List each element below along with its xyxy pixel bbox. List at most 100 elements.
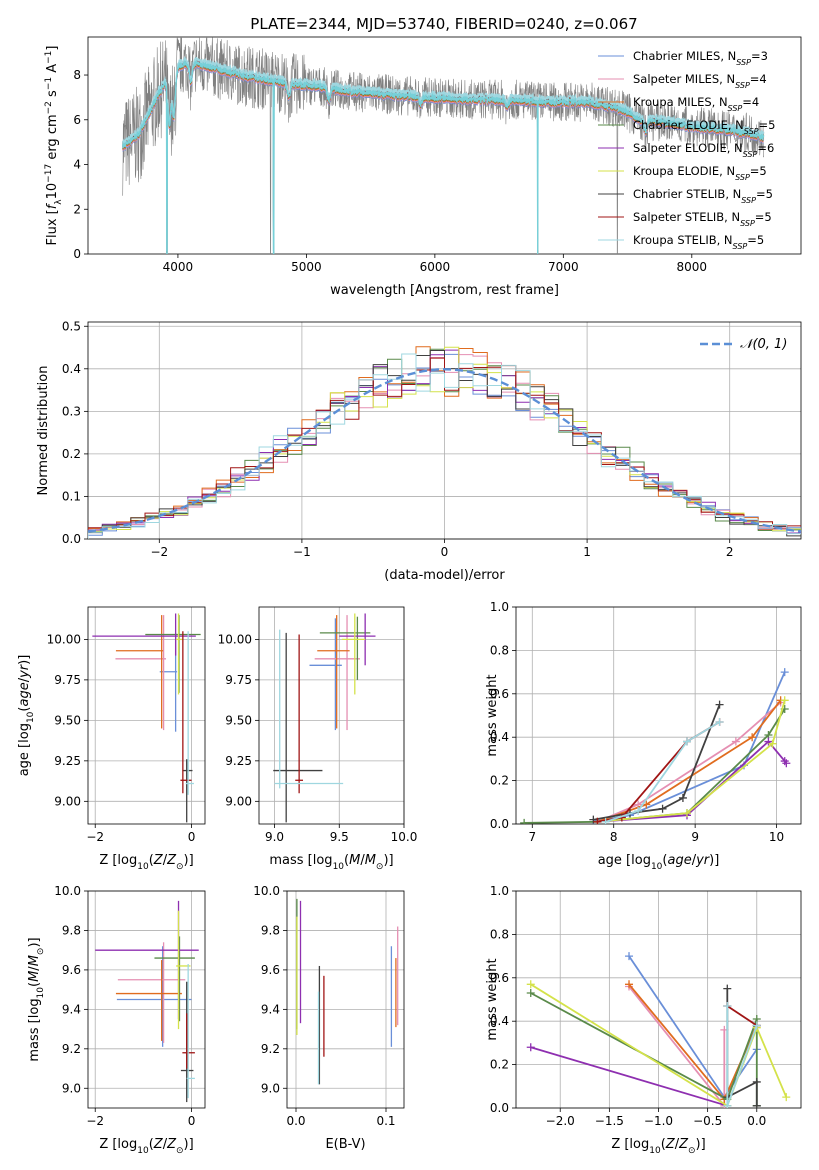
y-tick-label: 0.2 bbox=[62, 447, 81, 461]
y-tick-label: 10.00 bbox=[47, 632, 81, 646]
mass-vs-EBV-axes: 0.0 0.1 9.0 9.2 9.4 9.6 9.8 10.0 bbox=[253, 884, 405, 1128]
y-tick-label: 0.5 bbox=[62, 319, 81, 333]
x-axis-label: Z [log10(Z/Z⊙)] bbox=[99, 853, 193, 872]
x-tick-label: −1 bbox=[293, 545, 311, 559]
y-tick-label: 4 bbox=[73, 158, 81, 172]
mass-weight-marker bbox=[752, 1101, 761, 1108]
y-tick-label: 9.0 bbox=[261, 1081, 280, 1095]
y-tick-label: 9.25 bbox=[54, 754, 81, 768]
mass-weight-marker bbox=[625, 952, 634, 961]
errorbar-point bbox=[186, 963, 195, 1099]
spectrum-axes: 4000 5000 6000 7000 8000 0 2 4 6 8 bbox=[73, 36, 802, 274]
y-tick-label: 0.2 bbox=[490, 1058, 509, 1072]
mass-weight-line bbox=[597, 701, 782, 823]
y-axis-label: age [log10(age/yr)] bbox=[17, 655, 36, 777]
y-tick-label: 0.6 bbox=[490, 971, 509, 985]
x-tick-label: −1.0 bbox=[644, 1114, 673, 1128]
y-tick-label: 10.0 bbox=[54, 884, 81, 898]
x-tick-label: 1 bbox=[583, 545, 591, 559]
x-tick-label: 0.1 bbox=[376, 1114, 395, 1128]
mass-weight-series bbox=[589, 668, 789, 824]
errorbar-point bbox=[317, 615, 350, 729]
y-tick-label: 1.0 bbox=[490, 884, 509, 898]
mass-weight-marker bbox=[752, 1077, 761, 1086]
mass-weight-marker bbox=[683, 809, 691, 818]
mass-weight-marker bbox=[723, 984, 732, 993]
mass-weight-series bbox=[593, 698, 785, 824]
y-tick-label: 9.6 bbox=[62, 963, 81, 977]
x-tick-label: 0.0 bbox=[747, 1114, 766, 1128]
y-tick-label: 9.8 bbox=[62, 923, 81, 937]
mass-weight-marker bbox=[634, 806, 643, 815]
age-vs-Z-axes: −2 0 9.00 9.25 9.50 9.75 10.00 bbox=[47, 606, 206, 844]
x-axis-label: Z [log10(Z/Z⊙)] bbox=[611, 1137, 705, 1156]
errorbar-point bbox=[185, 631, 194, 795]
x-axis-label: mass [log10(M/M⊙)] bbox=[269, 853, 393, 872]
x-tick-label: 0 bbox=[188, 830, 196, 844]
y-tick-label: 9.2 bbox=[62, 1042, 81, 1056]
x-tick-label: 9.5 bbox=[330, 830, 349, 844]
normal-curve bbox=[87, 368, 802, 533]
mass-weight-marker bbox=[782, 759, 791, 768]
y-axis-label: mass weight bbox=[485, 674, 500, 756]
mass-vs-Z-axes: −2 0 9.0 9.2 9.4 9.6 9.8 10.0 bbox=[54, 884, 206, 1128]
x-axis-label: (data-model)/error bbox=[384, 568, 505, 583]
errorbar-point bbox=[341, 613, 366, 695]
x-tick-label: 7000 bbox=[548, 260, 579, 274]
mass-weight-marker bbox=[723, 1002, 732, 1011]
plot-frame bbox=[286, 890, 405, 1109]
legend-entry: Kroupa ELODIE, NSSP=5 bbox=[633, 164, 767, 182]
mass-weight-marker bbox=[752, 1021, 761, 1030]
mass-weight-line bbox=[628, 985, 726, 1108]
histogram-series bbox=[88, 357, 801, 539]
legend-entry: Salpeter MILES, NSSP=4 bbox=[633, 72, 767, 90]
errorbar-point bbox=[95, 900, 199, 1020]
y-tick-label: 9.2 bbox=[261, 1042, 280, 1056]
errorbar-point bbox=[115, 615, 164, 729]
legend-entry: 𝒩(0, 1) bbox=[740, 337, 787, 352]
mass-weight-series bbox=[593, 696, 785, 824]
y-tick-label: 6 bbox=[73, 113, 81, 127]
plot-frame bbox=[87, 36, 802, 255]
mass-weight-marker bbox=[731, 737, 740, 746]
mass-weight-marker bbox=[780, 696, 789, 705]
errorbar-point bbox=[115, 960, 182, 1041]
errorbar-point bbox=[116, 946, 192, 1047]
y-axis-label: mass [log10(M/M⊙)] bbox=[27, 937, 46, 1061]
legend-entry: Chabrier STELIB, NSSP=5 bbox=[633, 187, 773, 205]
x-tick-label: 0 bbox=[188, 1114, 196, 1128]
model-fit-line bbox=[122, 60, 765, 254]
x-tick-label: 5000 bbox=[291, 260, 322, 274]
mass-weight-marker bbox=[715, 718, 724, 727]
y-tick-label: 9.25 bbox=[225, 754, 252, 768]
residuals-axes: −2 −1 0 1 2 0.0 0.1 0.2 0.3 0.4 0.5 bbox=[62, 319, 802, 559]
x-axis-label: wavelength [Angstrom, rest frame] bbox=[330, 283, 559, 298]
mass-weight-line bbox=[597, 700, 786, 823]
mass-weight-marker bbox=[723, 1101, 732, 1108]
errorbar-point bbox=[295, 634, 304, 794]
mass-weight-line bbox=[530, 1046, 728, 1107]
y-tick-label: 0 bbox=[73, 247, 81, 261]
y-tick-label: 0.8 bbox=[490, 927, 509, 941]
mass-weight-series bbox=[593, 737, 791, 824]
y-tick-label: 0.2 bbox=[490, 774, 509, 788]
mass-weight-line bbox=[597, 699, 782, 823]
y-tick-label: 0.0 bbox=[490, 817, 509, 831]
x-axis-label: E(B-V) bbox=[325, 1137, 365, 1152]
y-tick-label: 9.75 bbox=[54, 673, 81, 687]
legend-entry: Salpeter STELIB, NSSP=5 bbox=[633, 210, 772, 228]
mass-weight-line bbox=[530, 992, 758, 1106]
mass-weight-marker bbox=[625, 980, 634, 989]
x-tick-label: 0.0 bbox=[286, 1114, 305, 1128]
y-tick-label: 9.4 bbox=[261, 1002, 280, 1016]
y-tick-label: 9.8 bbox=[261, 923, 280, 937]
y-tick-label: 2 bbox=[73, 202, 81, 216]
x-tick-label: −0.5 bbox=[693, 1114, 722, 1128]
x-tick-label: −2 bbox=[86, 830, 104, 844]
x-tick-label: 2 bbox=[726, 545, 734, 559]
y-axis-label: Flux [fλ10−17 erg cm−2 s−1 A−1] bbox=[44, 46, 64, 246]
y-tick-label: 9.4 bbox=[62, 1002, 81, 1016]
legend-entry: Kroupa MILES, NSSP=4 bbox=[633, 95, 759, 113]
plot-frame bbox=[87, 890, 206, 1109]
